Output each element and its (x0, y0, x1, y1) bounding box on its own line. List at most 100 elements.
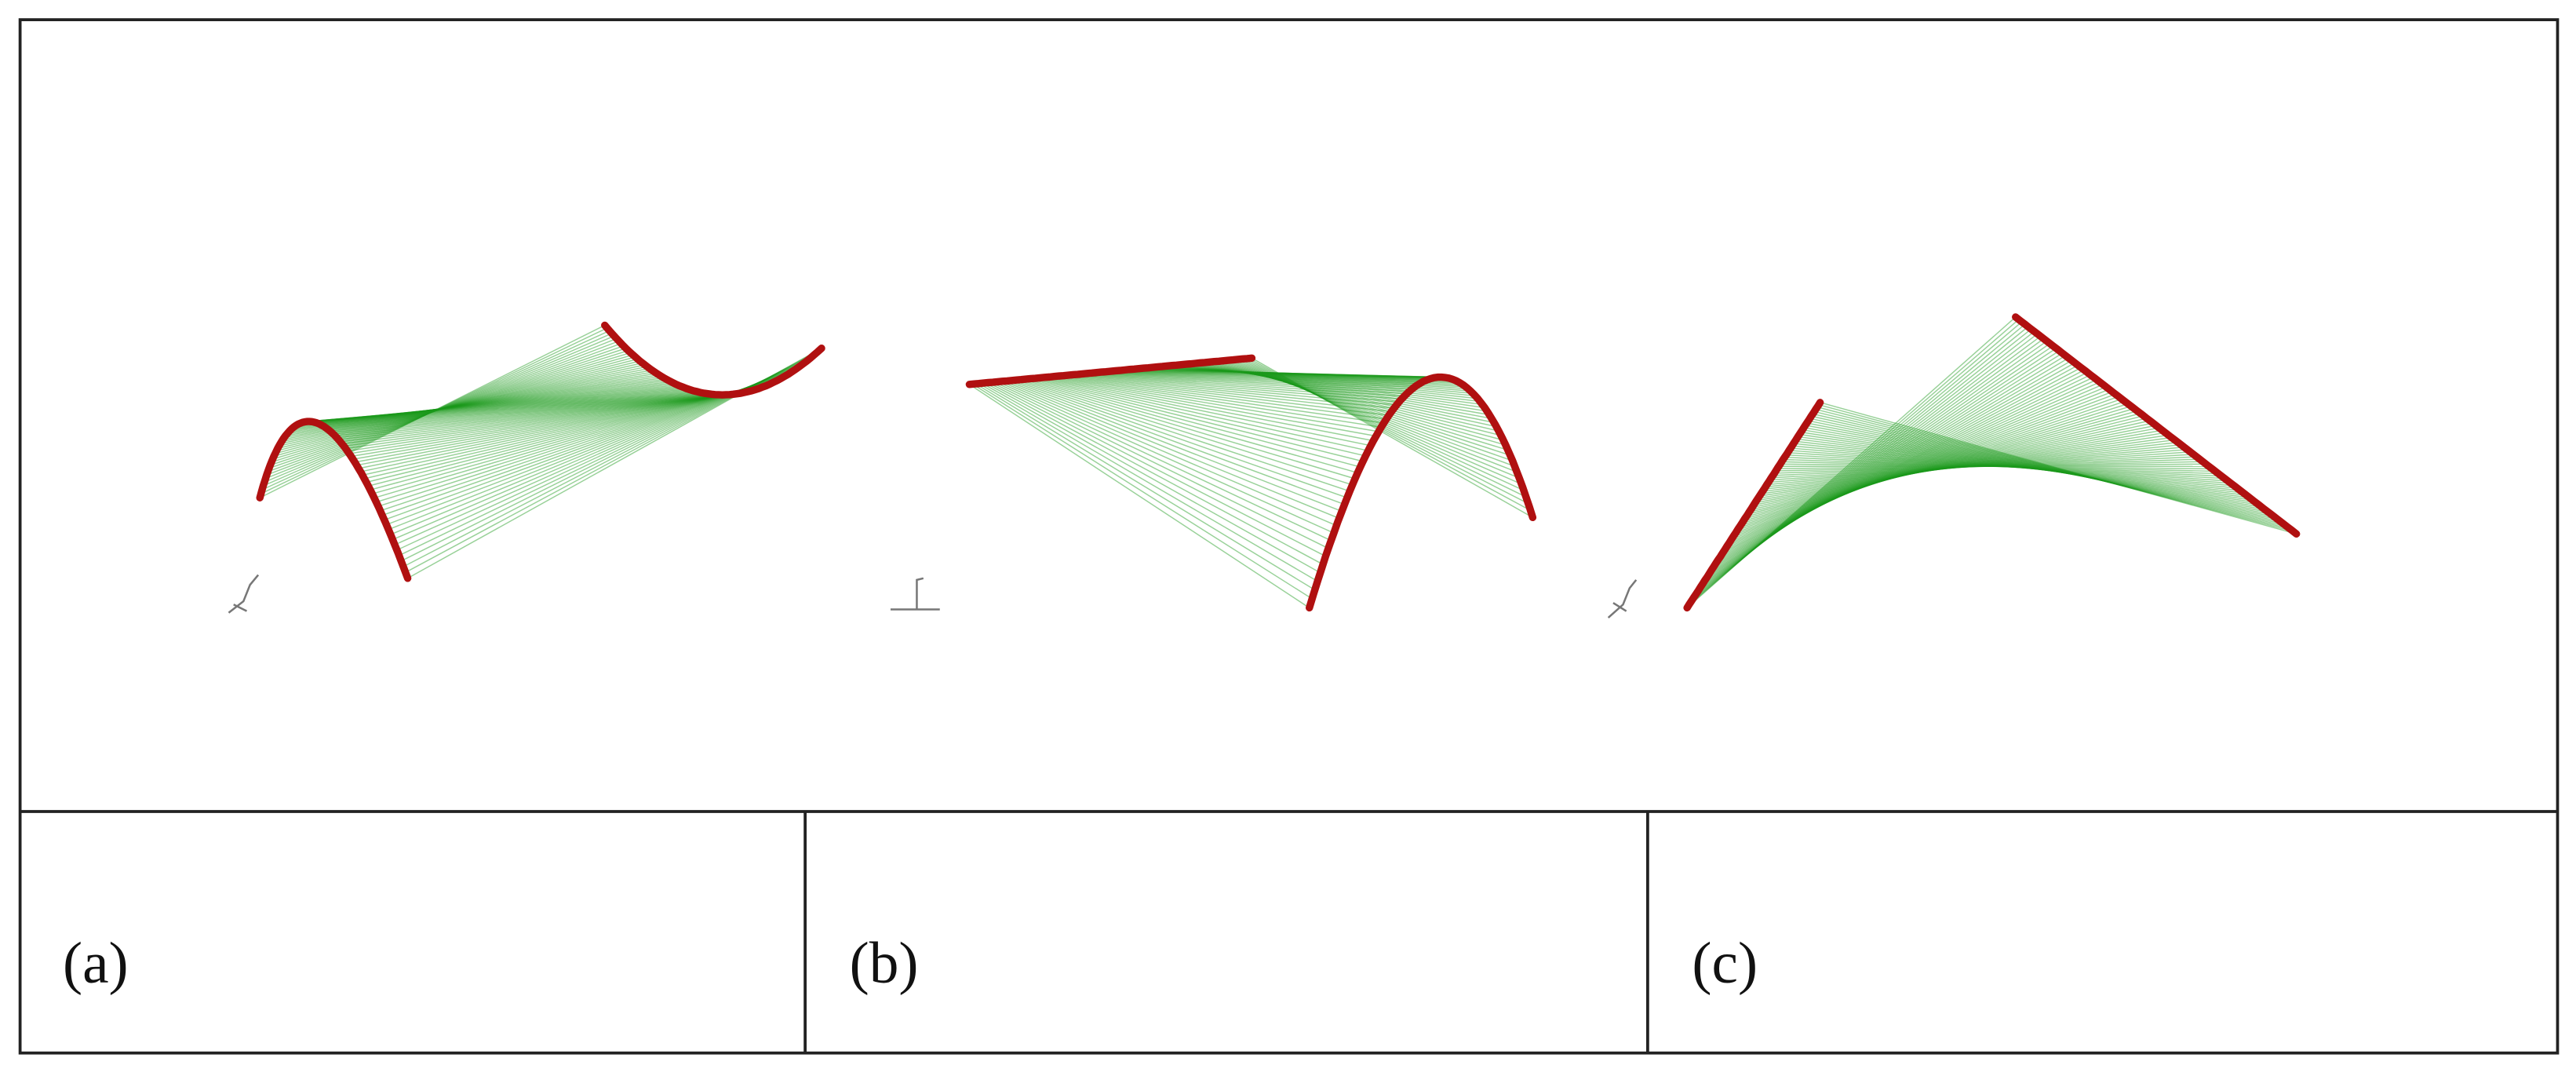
ruling (1220, 360, 1510, 456)
ruling (1079, 374, 1402, 400)
ruling (1798, 436, 2250, 498)
ruling (1211, 361, 1504, 441)
ruling (1762, 439, 2175, 492)
ruling (1192, 363, 1490, 416)
ruling (1117, 370, 1432, 379)
edge-curve (1306, 373, 1537, 612)
ruling (305, 388, 688, 423)
ruling (312, 391, 698, 423)
ruling (997, 381, 1335, 534)
ruling (1790, 447, 2235, 487)
ruling (302, 386, 683, 423)
ruling (279, 362, 643, 447)
ruling (331, 394, 727, 433)
ruling (1751, 422, 2153, 509)
ruling (263, 333, 612, 487)
ruling (1746, 413, 2141, 517)
ruling (1743, 407, 2135, 522)
ruling (1189, 363, 1488, 412)
ruling (1813, 413, 2281, 523)
ruling (1733, 391, 2113, 538)
ruling (1713, 359, 2072, 567)
ruling (328, 394, 722, 431)
ruling (280, 364, 645, 445)
ruling (1784, 456, 2222, 477)
ruling (1718, 367, 2082, 561)
ruling (286, 373, 657, 435)
ruling (1761, 436, 2172, 494)
ruling (1145, 367, 1454, 381)
ruling (1019, 379, 1353, 486)
ruling (1186, 363, 1485, 409)
ruling (1725, 379, 2097, 549)
ruling (366, 382, 773, 483)
ruling (372, 378, 780, 494)
ruling (1688, 319, 2020, 607)
ruling (1060, 375, 1386, 420)
ruling (1783, 458, 2219, 475)
edge-curve (1683, 399, 1824, 612)
ruling (1747, 415, 2144, 515)
ruling (1073, 374, 1397, 406)
ruling (358, 386, 763, 469)
ruling (1700, 338, 2044, 588)
ruling (1022, 378, 1356, 480)
outer-border (18, 18, 2560, 1055)
ruling (281, 366, 647, 443)
ruling (334, 393, 731, 436)
ruling (1686, 316, 2017, 609)
ruling (982, 382, 1321, 574)
ruling (1689, 321, 2023, 604)
ruling (1738, 400, 2126, 529)
ruling (268, 345, 624, 469)
ruling (1815, 408, 2287, 527)
ruling (1736, 396, 2119, 534)
ruling (1135, 368, 1447, 378)
ruling (1764, 441, 2178, 491)
ruling (1173, 364, 1476, 397)
ruling (1780, 463, 2213, 470)
ruling (321, 393, 712, 426)
ruling (1126, 369, 1440, 378)
panel-label: (a) (63, 931, 129, 996)
ruling (1796, 438, 2247, 496)
ruling (1794, 440, 2244, 494)
ruling (322, 393, 714, 427)
ruling (1107, 370, 1425, 382)
ruling (1766, 447, 2184, 486)
ruling (292, 378, 666, 429)
ruling (1236, 359, 1522, 485)
ruling (337, 393, 734, 439)
ruling (1226, 359, 1515, 467)
ruling (1029, 378, 1361, 468)
ruling (1729, 386, 2107, 542)
ruling (1716, 364, 2079, 563)
ruling (1104, 371, 1423, 383)
axis-icon (890, 577, 940, 611)
ruling (1198, 362, 1495, 424)
ruling (1101, 371, 1419, 385)
ruling (1808, 420, 2272, 516)
ruling (1054, 376, 1382, 429)
ruling (319, 393, 709, 425)
ruling (352, 388, 756, 460)
ruling (1722, 374, 2091, 554)
ruling (1201, 362, 1497, 428)
ruling (1728, 384, 2104, 545)
ruling (985, 382, 1324, 565)
ruling (1799, 433, 2254, 502)
ruling (1098, 371, 1417, 386)
ruling (1110, 370, 1427, 381)
ruling (1691, 323, 2026, 602)
ruling (1731, 388, 2110, 540)
ruling (1734, 393, 2116, 536)
ruling (1170, 365, 1474, 394)
panel-label: (b) (850, 931, 919, 996)
ruling (1252, 357, 1533, 518)
ruling (1723, 377, 2094, 552)
ruling (1182, 363, 1483, 406)
ruling (1820, 402, 2297, 534)
ruling (1195, 363, 1492, 420)
ruling (1703, 343, 2050, 584)
axis-icons (228, 574, 1638, 618)
